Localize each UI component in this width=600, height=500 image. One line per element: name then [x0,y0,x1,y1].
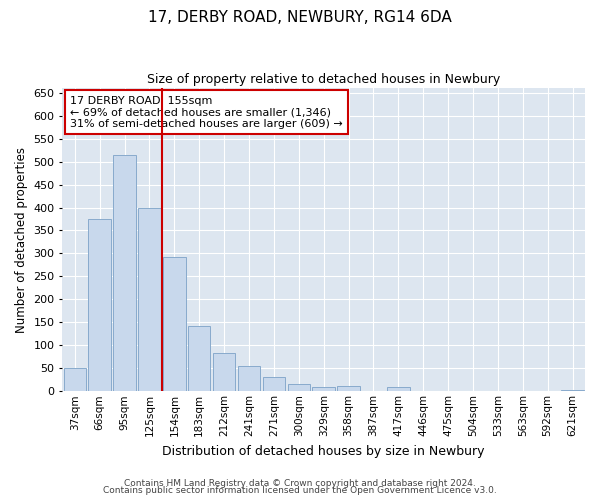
Bar [213,353,235,392]
Text: 17 DERBY ROAD: 155sqm
← 69% of detached houses are smaller (1,346)
31% of semi-d: 17 DERBY ROAD: 155sqm ← 69% of detached … [70,96,343,129]
Y-axis label: Number of detached properties: Number of detached properties [15,146,28,332]
Bar [163,256,185,392]
Bar [313,386,335,392]
Text: Contains public sector information licensed under the Open Government Licence v3: Contains public sector information licen… [103,486,497,495]
Bar [138,208,161,392]
Bar [562,390,584,392]
Bar [113,154,136,392]
Text: Contains HM Land Registry data © Crown copyright and database right 2024.: Contains HM Land Registry data © Crown c… [124,478,476,488]
Bar [64,368,86,392]
Bar [88,219,111,392]
Bar [287,384,310,392]
Bar [387,386,410,392]
Bar [263,378,285,392]
Bar [238,366,260,392]
Text: 17, DERBY ROAD, NEWBURY, RG14 6DA: 17, DERBY ROAD, NEWBURY, RG14 6DA [148,10,452,25]
X-axis label: Distribution of detached houses by size in Newbury: Distribution of detached houses by size … [163,444,485,458]
Title: Size of property relative to detached houses in Newbury: Size of property relative to detached ho… [147,72,500,86]
Bar [188,326,211,392]
Bar [337,386,360,392]
